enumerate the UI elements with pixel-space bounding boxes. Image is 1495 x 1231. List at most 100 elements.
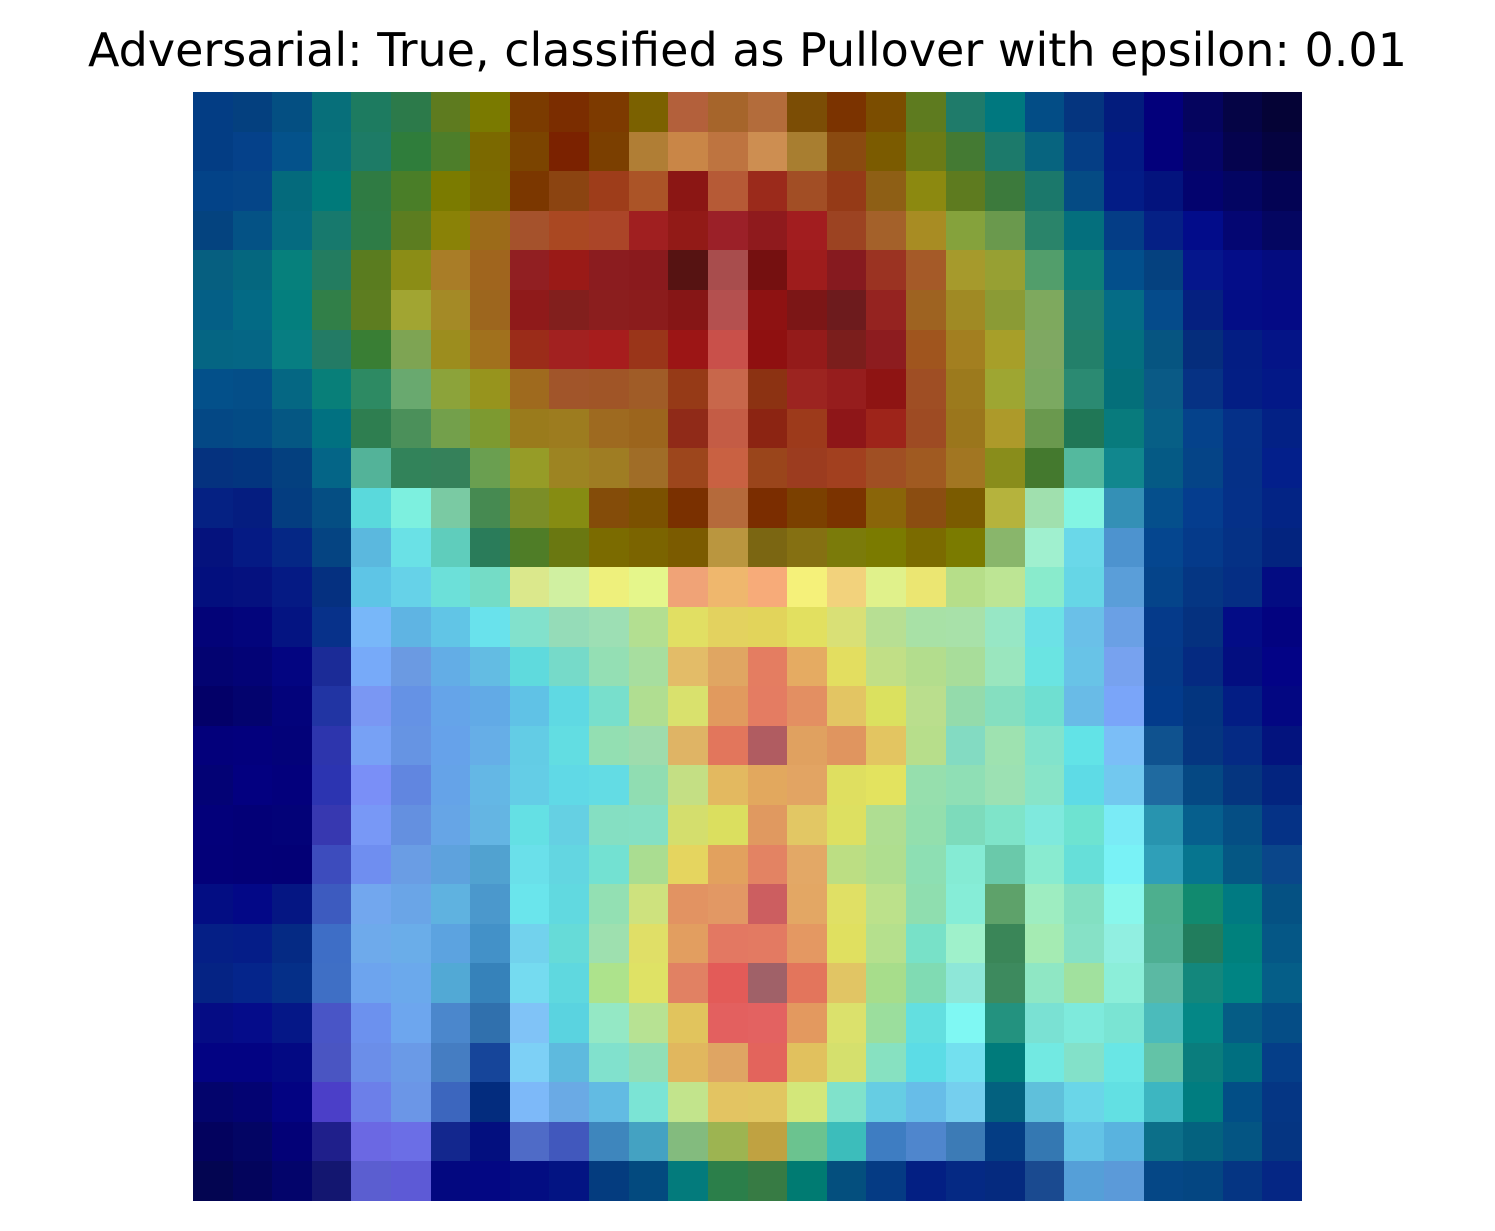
heatmap-cell (1143, 488, 1184, 528)
heatmap-cell (1262, 408, 1302, 449)
heatmap-cell (272, 686, 312, 726)
heatmap-cell (707, 725, 748, 766)
heatmap-cell (866, 1082, 906, 1122)
heatmap-cell (866, 290, 906, 330)
heatmap-cell (1143, 844, 1184, 885)
heatmap-cell (470, 1161, 510, 1201)
heatmap-cell (272, 250, 312, 291)
heatmap-cell (826, 884, 867, 924)
heatmap-cell (272, 1002, 312, 1043)
heatmap-cell (1183, 1082, 1223, 1122)
heatmap-cell (1222, 765, 1263, 805)
heatmap-cell (1103, 1161, 1144, 1201)
heatmap-cell (747, 1082, 788, 1122)
heatmap-cell (1262, 448, 1302, 489)
heatmap-cell (945, 1082, 986, 1122)
heatmap-cell (826, 408, 867, 449)
heatmap-cell (668, 725, 708, 766)
heatmap-cell (1262, 765, 1302, 805)
heatmap-cell (668, 131, 708, 172)
heatmap-cell (549, 1161, 590, 1201)
heatmap-cell (668, 923, 708, 964)
heatmap-cell (1183, 527, 1223, 568)
heatmap-cell (905, 527, 946, 568)
heatmap-cell (589, 1082, 629, 1122)
heatmap-cell (430, 923, 471, 964)
heatmap-cell (1064, 844, 1104, 885)
heatmap-cell (866, 250, 906, 291)
heatmap-cell (945, 765, 986, 805)
heatmap-cell (1183, 686, 1223, 726)
heatmap-cell (1222, 369, 1263, 409)
heatmap-cell (193, 1161, 233, 1201)
heatmap-cell (985, 290, 1025, 330)
heatmap-cell (549, 408, 590, 449)
heatmap-cell (1064, 1002, 1104, 1043)
heatmap-cell (509, 567, 550, 607)
heatmap-cell (430, 290, 471, 330)
heatmap-cell (1103, 804, 1144, 845)
heatmap-cell (905, 804, 946, 845)
heatmap-cell (430, 884, 471, 924)
heatmap-cell (905, 329, 946, 370)
heatmap-cell (430, 369, 471, 409)
heatmap-cell (430, 606, 471, 647)
heatmap-cell (985, 1121, 1025, 1162)
heatmap-cell (470, 686, 510, 726)
heatmap-cell (509, 646, 550, 687)
heatmap-cell (351, 329, 392, 370)
heatmap-cell (1064, 171, 1104, 211)
heatmap-cell (787, 1161, 827, 1201)
heatmap-cell (628, 369, 669, 409)
heatmap-cell (311, 408, 352, 449)
heatmap-cell (826, 606, 867, 647)
heatmap-cell (945, 210, 986, 251)
heatmap-cell (905, 844, 946, 885)
heatmap-cell (668, 1002, 708, 1043)
heatmap-cell (232, 1042, 273, 1083)
heatmap-cell (905, 1082, 946, 1122)
heatmap-cell (351, 963, 392, 1003)
heatmap-cell (193, 567, 233, 607)
heatmap-cell (1143, 686, 1184, 726)
heatmap-cell (1262, 1042, 1302, 1083)
heatmap-cell (1183, 606, 1223, 647)
heatmap-cell (232, 1161, 273, 1201)
heatmap-cell (391, 725, 431, 766)
heatmap-cell (509, 923, 550, 964)
heatmap-cell (509, 488, 550, 528)
heatmap-cell (668, 171, 708, 211)
heatmap-cell (826, 488, 867, 528)
heatmap-cell (430, 686, 471, 726)
heatmap-cell (232, 686, 273, 726)
heatmap-cell (1143, 884, 1184, 924)
heatmap-cell (1103, 329, 1144, 370)
heatmap-cell (668, 92, 708, 132)
heatmap-cell (707, 884, 748, 924)
heatmap-cell (1103, 1042, 1144, 1083)
heatmap-cell (193, 1121, 233, 1162)
heatmap-cell (589, 210, 629, 251)
heatmap-cell (787, 963, 827, 1003)
heatmap-cell (311, 844, 352, 885)
heatmap-cell (707, 606, 748, 647)
heatmap-cell (232, 844, 273, 885)
heatmap-cell (985, 686, 1025, 726)
heatmap-cell (747, 488, 788, 528)
heatmap-cell (945, 250, 986, 291)
heatmap-cell (747, 250, 788, 291)
heatmap-cell (945, 1161, 986, 1201)
heatmap-cell (1183, 210, 1223, 251)
heatmap-cell (1183, 844, 1223, 885)
heatmap-cell (1262, 963, 1302, 1003)
heatmap-cell (1222, 646, 1263, 687)
heatmap-cell (628, 804, 669, 845)
heatmap-cell (945, 527, 986, 568)
heatmap-cell (272, 765, 312, 805)
heatmap-cell (1222, 408, 1263, 449)
heatmap-cell (787, 725, 827, 766)
heatmap-cell (1103, 408, 1144, 449)
heatmap-cell (787, 527, 827, 568)
heatmap-cell (866, 1161, 906, 1201)
heatmap-cell (1064, 210, 1104, 251)
